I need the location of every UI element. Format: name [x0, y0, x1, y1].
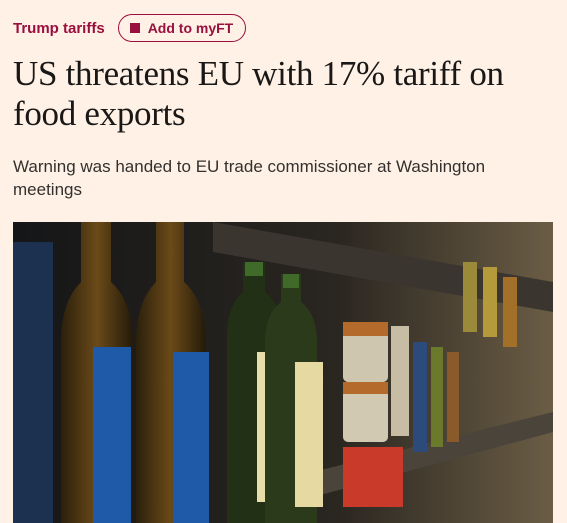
jars	[343, 262, 517, 507]
article-image	[13, 222, 553, 523]
photo-shape	[447, 352, 459, 442]
photo-shape	[343, 447, 403, 507]
bottles	[13, 222, 323, 523]
photo-shape	[343, 322, 388, 336]
photo-shape	[245, 262, 263, 276]
photo-shape	[343, 382, 388, 394]
photo-shape	[343, 387, 388, 442]
topic-link[interactable]: Trump tariffs	[13, 19, 105, 37]
photo-shape	[343, 322, 388, 382]
photo-shape	[93, 347, 131, 523]
photo-shape	[173, 352, 209, 523]
photo-shape	[413, 342, 427, 452]
photo-shape	[13, 242, 53, 523]
photo-shape	[483, 267, 497, 337]
photo-shape	[463, 262, 477, 332]
headline: US threatens EU with 17% tariff on food …	[13, 54, 504, 133]
button-icon	[129, 23, 140, 33]
photo-shape	[295, 362, 323, 507]
add-to-myft-button[interactable]: Add to myFT	[117, 14, 247, 42]
photo-shape	[283, 274, 299, 288]
standfirst: Warning was handed to EU trade commissio…	[13, 157, 486, 199]
photo-shape	[431, 347, 443, 447]
button-label: Add to myFT	[147, 20, 234, 36]
photo-shape	[503, 277, 517, 347]
photo-shape	[391, 326, 409, 436]
topic-bar: Trump tariffs Add to myFT	[13, 13, 247, 43]
